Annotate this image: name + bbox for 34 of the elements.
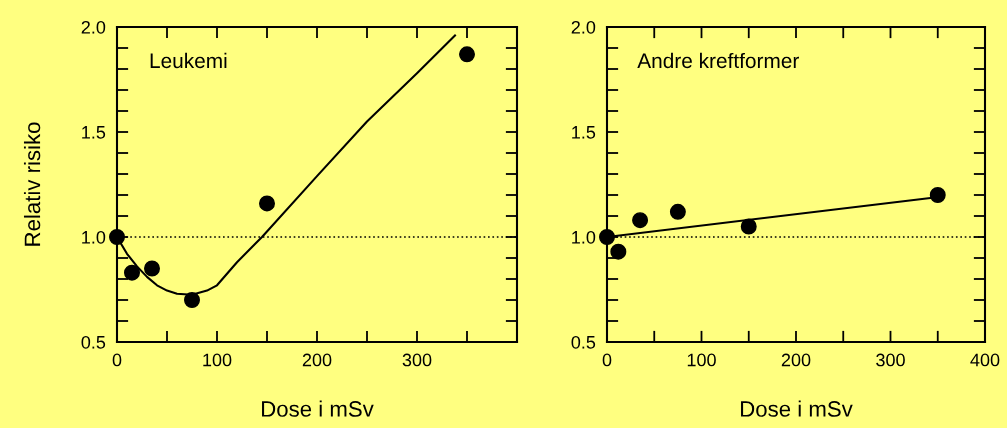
x-tick-label: 200 (781, 353, 811, 367)
y-tick-label: 2.0 (81, 20, 106, 34)
text: Andre kreftformer (637, 52, 799, 69)
point (459, 46, 475, 63)
point (740, 218, 757, 235)
point (929, 187, 946, 203)
x-tick-label: 100 (687, 353, 716, 367)
y-axis-title: Relativ risiko (23, 122, 41, 246)
point (669, 203, 686, 220)
point (124, 264, 140, 281)
x-tick-label: 0 (602, 353, 612, 367)
point (144, 260, 160, 277)
point (610, 243, 627, 260)
x-axis-title: Dose i mSv (741, 400, 853, 417)
x-tick-label: 100 (203, 353, 232, 367)
x-tick-label: 0 (112, 353, 122, 367)
y-tick-label: 0.5 (81, 335, 106, 349)
point (632, 212, 649, 229)
y-tick-label: 0.5 (571, 335, 596, 349)
point (109, 229, 125, 245)
x-tick-label: 400 (970, 353, 1000, 367)
x-tick-label: 200 (302, 353, 332, 367)
x-tick-label: 300 (402, 353, 432, 367)
y-tick-label: 1.5 (82, 126, 106, 139)
point (184, 292, 200, 308)
y-tick-label: 1.0 (82, 230, 106, 244)
point (599, 229, 615, 245)
text: Leukemi (150, 52, 227, 69)
x-axis-title: Dose i mSv (262, 400, 374, 417)
y-tick-label: 1.0 (572, 230, 596, 244)
point (259, 195, 275, 212)
y-tick-label: 1.5 (572, 126, 596, 139)
y-tick-label: 2.0 (571, 20, 596, 34)
x-tick-label: 300 (876, 353, 905, 367)
